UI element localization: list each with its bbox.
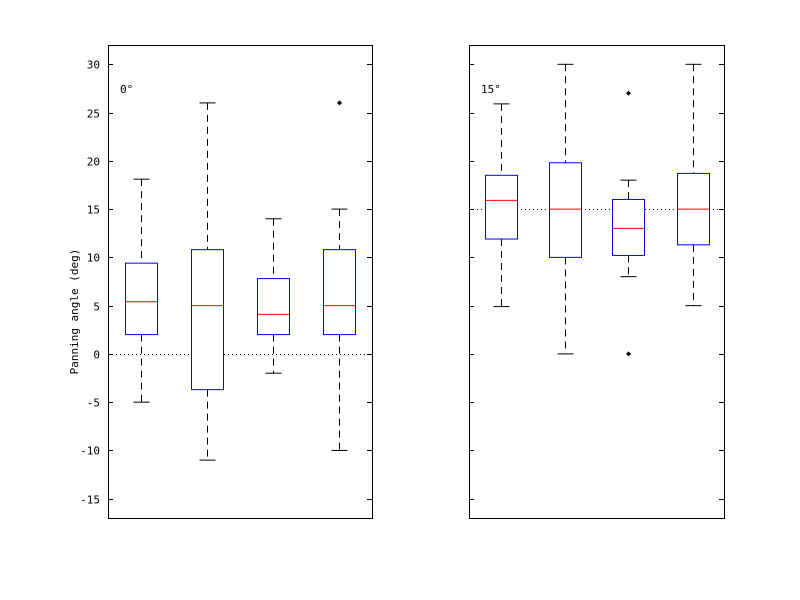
y-tick-label: 10 xyxy=(87,252,100,265)
outlier-point xyxy=(337,100,342,106)
box-2 xyxy=(549,63,582,355)
y-tick-label: -10 xyxy=(80,445,100,458)
box-4 xyxy=(323,100,356,451)
box-1 xyxy=(125,178,158,403)
panel-0deg: -15 -10 -5 0 5 10 15 20 25 30 0° Panning angle (deg… xyxy=(68,45,373,519)
axes-frame xyxy=(108,45,373,519)
panel-15deg: 15° xyxy=(469,45,725,519)
panel-label: 0° xyxy=(120,83,133,96)
iqr-box xyxy=(125,262,158,336)
box-2 xyxy=(191,102,224,461)
panel-label: 15° xyxy=(481,83,501,96)
box-3 xyxy=(257,218,290,374)
y-tick-label: 0 xyxy=(93,349,100,362)
y-tick-label: 5 xyxy=(93,301,100,314)
outlier-point xyxy=(626,90,631,96)
axes-frame xyxy=(469,45,725,519)
y-axis-label: Panning angle (deg) xyxy=(68,249,81,375)
iqr-box xyxy=(257,278,290,336)
iqr-box xyxy=(323,249,356,336)
y-tick-label: -5 xyxy=(87,397,100,410)
y-tick-label: -15 xyxy=(80,494,100,507)
y-tick-label: 15 xyxy=(87,204,100,217)
outlier-point xyxy=(626,351,631,357)
iqr-box xyxy=(191,249,224,391)
box-1 xyxy=(485,103,518,308)
y-tick-label: 25 xyxy=(87,108,100,121)
y-tick-label: 20 xyxy=(87,156,100,169)
box-3 xyxy=(612,90,645,357)
iqr-box xyxy=(549,162,582,258)
box-4 xyxy=(677,63,710,307)
iqr-box xyxy=(612,198,645,256)
iqr-box xyxy=(485,174,518,240)
y-tick-label: 30 xyxy=(87,59,100,72)
